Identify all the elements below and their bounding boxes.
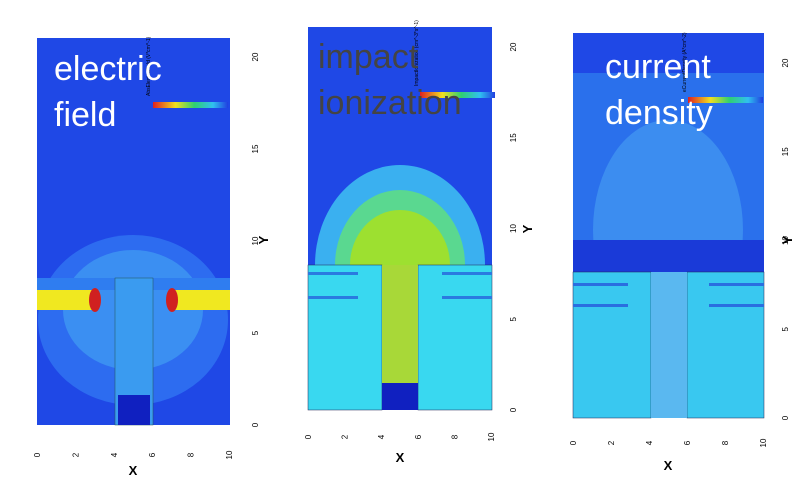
x-tick-label: 10 <box>487 432 496 441</box>
x-axis-label: X <box>396 450 405 465</box>
x-tick-label: 0 <box>304 434 313 439</box>
x-tick-label: 8 <box>450 434 459 439</box>
panel-label: electric <box>54 50 162 88</box>
x-tick-label: 2 <box>607 440 616 445</box>
panel-label: density <box>605 94 713 132</box>
figure: 024681005101520XYAbsElectricField (V*cm^… <box>0 0 798 479</box>
y-axis-label: Y <box>520 224 535 233</box>
x-tick-label: 0 <box>569 440 578 445</box>
panel-label: field <box>54 96 116 134</box>
y-tick-label: 0 <box>251 422 260 427</box>
x-tick-label: 4 <box>110 452 119 457</box>
x-tick-label: 2 <box>71 452 80 457</box>
panel-label: impact <box>318 38 419 76</box>
y-tick-label: 20 <box>251 52 260 61</box>
y-tick-label: 15 <box>781 147 790 156</box>
x-axis-label: X <box>664 458 673 473</box>
y-tick-label: 20 <box>509 42 518 51</box>
y-tick-label: 5 <box>781 326 790 331</box>
x-axis-label: X <box>129 463 138 478</box>
x-tick-label: 10 <box>759 438 768 447</box>
x-tick-label: 8 <box>187 452 196 457</box>
x-tick-label: 6 <box>683 440 692 445</box>
x-tick-label: 8 <box>721 440 730 445</box>
y-tick-label: 0 <box>781 415 790 420</box>
y-axis-label: Y <box>780 235 795 244</box>
x-tick-label: 6 <box>414 434 423 439</box>
y-tick-label: 20 <box>781 58 790 67</box>
panel-current-density <box>573 33 764 418</box>
panel-label: current <box>605 48 711 86</box>
y-tick-label: 0 <box>509 407 518 412</box>
panel-label: ionization <box>318 84 462 122</box>
y-tick-label: 15 <box>509 133 518 142</box>
x-tick-label: 4 <box>377 434 386 439</box>
x-tick-label: 10 <box>225 450 234 459</box>
x-tick-label: 0 <box>33 452 42 457</box>
x-tick-label: 4 <box>645 440 654 445</box>
y-tick-label: 5 <box>509 316 518 321</box>
y-tick-label: 15 <box>251 144 260 153</box>
x-tick-label: 6 <box>148 452 157 457</box>
y-tick-label: 5 <box>251 330 260 335</box>
y-axis-label: Y <box>256 235 271 244</box>
y-tick-label: 10 <box>509 224 518 233</box>
x-tick-label: 2 <box>341 434 350 439</box>
